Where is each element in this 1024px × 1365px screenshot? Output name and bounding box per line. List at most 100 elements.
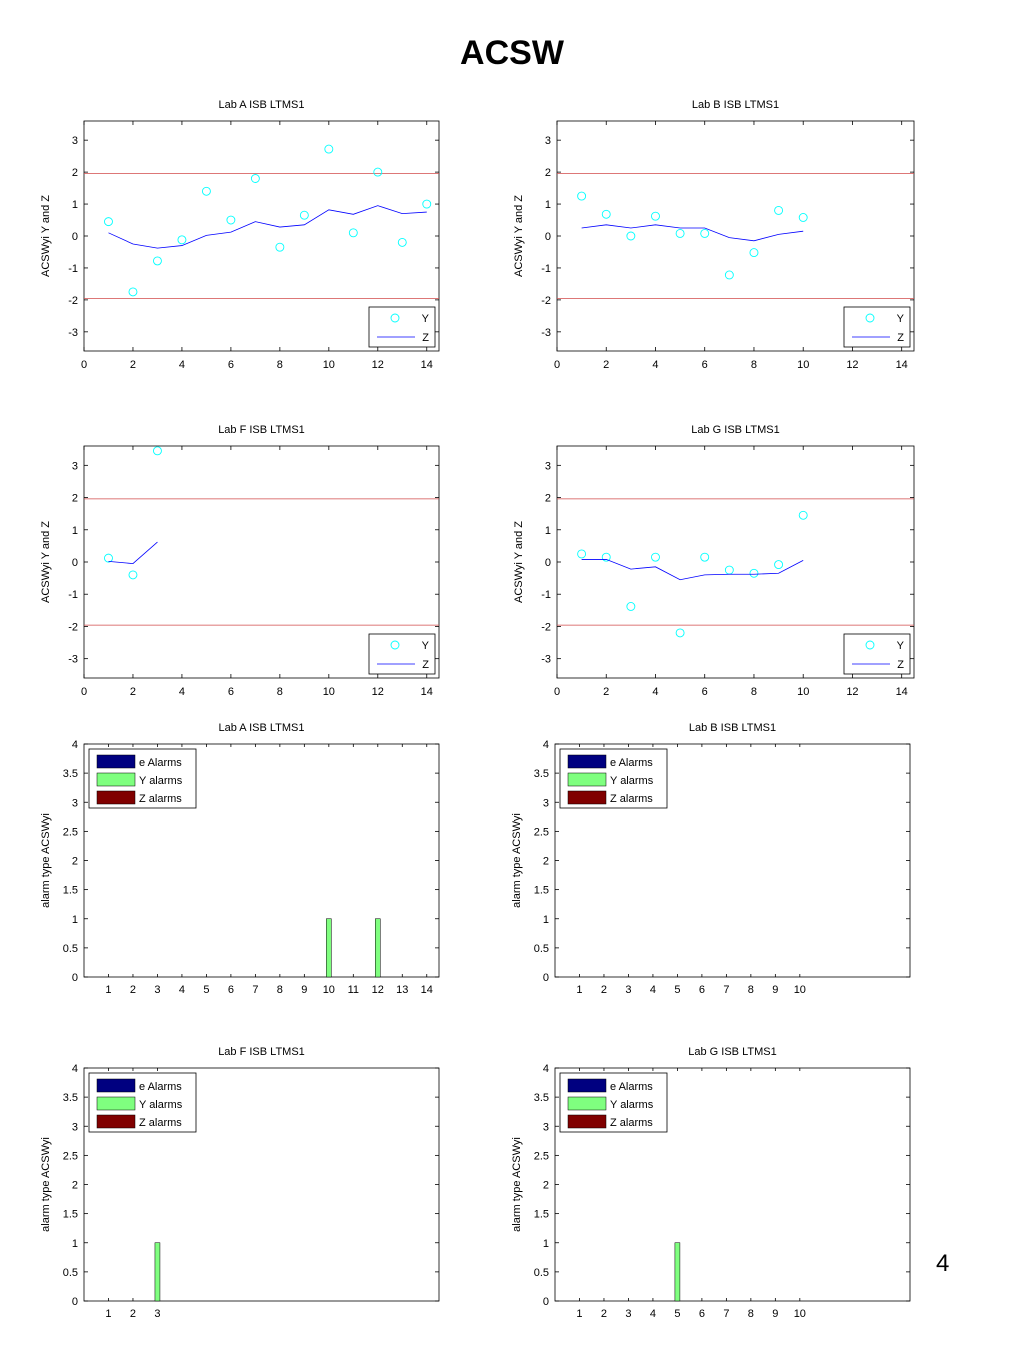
x-tick-label: 6 (702, 359, 708, 371)
x-tick-label: 6 (228, 984, 234, 996)
y-data-point (651, 211, 660, 221)
y-axis-label: alarm type ACSWyi (511, 1137, 523, 1232)
x-tick-label: 4 (652, 686, 658, 698)
y-axis-label: alarm type ACSWyi (40, 1137, 52, 1232)
chart-title: Lab F ISB LTMS1 (218, 424, 305, 436)
y-data-point (749, 248, 759, 258)
x-tick-label: 4 (650, 1308, 656, 1320)
y-tick-label: 0 (72, 1296, 78, 1308)
legend-y-marker (865, 640, 875, 650)
x-tick-label: 4 (179, 359, 185, 371)
legend-label: Y alarms (610, 775, 654, 787)
e-alarm-legend-swatch (567, 1078, 607, 1093)
legend-box (368, 306, 436, 348)
y-axis-label: ACSWyi Y and Z (40, 195, 52, 277)
x-tick-label: 4 (652, 359, 658, 371)
y-tick-label: 4 (543, 1063, 549, 1075)
y-tick-label: 1 (72, 199, 78, 211)
y-tick-label: -3 (68, 654, 78, 666)
y-axis-label: alarm type ACSWyi (40, 813, 52, 908)
x-tick-label: 9 (301, 984, 307, 996)
page-number: 4 (936, 1250, 950, 1277)
legend-label: e Alarms (610, 1081, 653, 1093)
chart-title: Lab F ISB LTMS1 (218, 1046, 305, 1058)
y-tick-label: 0.5 (63, 1267, 78, 1279)
y-tick-label: 1 (543, 1238, 549, 1250)
legend-label: e Alarms (139, 757, 182, 769)
z-alarm-legend-swatch (96, 1114, 136, 1129)
y-data-point (422, 199, 432, 209)
legend-y-label: Y (422, 313, 430, 325)
y-tick-label: 3 (545, 135, 551, 147)
y-tick-label: -1 (541, 589, 551, 601)
x-tick-label: 2 (603, 359, 609, 371)
y-data-point (128, 570, 138, 580)
y-tick-label: 1 (545, 525, 551, 537)
x-tick-label: 5 (674, 1308, 680, 1320)
e-alarm-legend-swatch (567, 754, 607, 769)
x-tick-label: 0 (81, 359, 87, 371)
z-series-line (108, 541, 158, 565)
e-alarm-legend-swatch (96, 754, 136, 769)
y-tick-label: 2.5 (63, 826, 78, 838)
y-tick-label: 2 (543, 856, 549, 868)
legend-box (368, 633, 436, 675)
y-tick-label: 3.5 (534, 768, 549, 780)
y-data-point (577, 191, 587, 201)
y-tick-label: 0.5 (534, 1267, 549, 1279)
chart-title: Lab A ISB LTMS1 (218, 722, 304, 734)
y-tick-label: -1 (541, 263, 551, 275)
x-tick-label: 10 (797, 686, 809, 698)
legend-y-marker (865, 313, 875, 323)
y-data-point (749, 568, 759, 578)
x-tick-label: 2 (130, 686, 136, 698)
y-axis-label: ACSWyi Y and Z (513, 521, 525, 603)
x-tick-label: 2 (601, 1308, 607, 1320)
x-tick-label: 12 (846, 686, 858, 698)
y-tick-label: 2 (72, 493, 78, 505)
chart-title: Lab B ISB LTMS1 (692, 99, 779, 111)
x-tick-label: 5 (674, 984, 680, 996)
x-tick-label: 2 (130, 359, 136, 371)
y-tick-label: -2 (68, 621, 78, 633)
y-data-point (104, 553, 113, 563)
legend-label: Y alarms (139, 1099, 183, 1111)
z-alarm-legend-swatch (96, 790, 136, 805)
y-tick-label: 0 (545, 557, 551, 569)
y-tick-label: 1.5 (534, 1209, 549, 1221)
legend-y-marker (390, 640, 400, 650)
y-data-point (348, 228, 358, 238)
y-data-point (577, 549, 587, 559)
x-tick-label: 1 (105, 984, 111, 996)
z-series-line (581, 224, 804, 242)
x-tick-label: 3 (154, 1308, 160, 1320)
x-tick-label: 3 (625, 1308, 631, 1320)
y-tick-label: 4 (543, 739, 549, 751)
x-tick-label: 9 (772, 984, 778, 996)
x-tick-label: 5 (203, 984, 209, 996)
y-data-point (651, 552, 660, 562)
x-tick-label: 10 (794, 1308, 806, 1320)
x-tick-label: 3 (625, 984, 631, 996)
x-tick-label: 10 (323, 686, 335, 698)
y-data-point (397, 237, 407, 247)
y-tick-label: 2 (543, 1180, 549, 1192)
y-tick-label: 4 (72, 739, 78, 751)
y-tick-label: 0 (543, 1296, 549, 1308)
z-alarm-legend-swatch (567, 1114, 607, 1129)
legend-z-label: Z (422, 332, 429, 344)
y-data-point (774, 205, 784, 215)
x-tick-label: 2 (130, 984, 136, 996)
y-tick-label: 3 (543, 1121, 549, 1133)
x-tick-label: 14 (421, 686, 433, 698)
x-tick-label: 8 (748, 984, 754, 996)
y-tick-label: 1 (545, 199, 551, 211)
y-alarm-legend-swatch (567, 772, 607, 787)
x-tick-label: 4 (179, 686, 185, 698)
y-tick-label: 1 (72, 525, 78, 537)
